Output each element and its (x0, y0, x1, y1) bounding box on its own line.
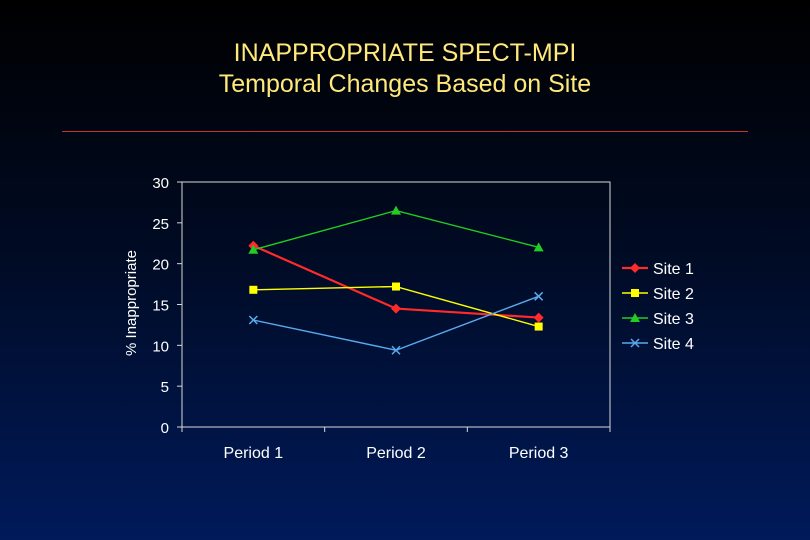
x-tick-label: Period 1 (224, 445, 284, 462)
x-marker-stroke (630, 338, 640, 348)
y-tick-label: 30 (152, 175, 169, 192)
axes: 0 5 10 15 20 25 30 Period 1 Period 2 Period 3 (152, 175, 611, 462)
chart-title: INAPPROPRIATE SPECT-MPI Temporal Changes… (0, 38, 810, 100)
data-point-site-4 (248, 315, 258, 325)
data-point-site-4 (534, 291, 544, 301)
x-marker-stroke (391, 345, 401, 355)
legend-marker-site-3 (630, 313, 640, 322)
data-point-site-2 (534, 322, 543, 331)
legend-label-site-3: Site 3 (653, 311, 694, 328)
y-tick-label: 0 (161, 420, 169, 437)
y-tick-label: 20 (152, 257, 169, 274)
legend-marker-site-4 (630, 338, 640, 348)
data-point-site-3 (533, 242, 544, 252)
data-point-site-1 (391, 303, 401, 314)
x-tick-label: Period 2 (366, 445, 426, 462)
data-point-site-3 (248, 244, 259, 254)
series-line-site-3 (253, 209, 539, 251)
legend-label-site-2: Site 2 (653, 286, 694, 303)
legend-label-site-4: Site 4 (653, 336, 694, 353)
series-group (248, 205, 544, 355)
data-point-site-3 (391, 205, 401, 215)
y-tick-label: 25 (152, 216, 169, 233)
x-marker-stroke (534, 291, 544, 301)
data-point-site-2 (249, 285, 258, 294)
title-line-2: Temporal Changes Based on Site (218, 70, 592, 98)
y-tick-label: 10 (152, 338, 169, 355)
data-point-site-1 (533, 312, 544, 323)
data-point-site-2 (392, 282, 400, 291)
legend: Site 1 Site 2 Site 3 Site 4 (622, 261, 694, 353)
title-divider (62, 131, 748, 132)
y-tick-label: 5 (161, 379, 169, 396)
data-point-site-4 (391, 345, 401, 355)
legend-marker-site-1 (630, 263, 640, 273)
x-marker-stroke (248, 315, 258, 325)
legend-marker-site-2 (631, 289, 639, 297)
title-line-1: INAPPROPRIATE SPECT-MPI (233, 39, 577, 67)
y-tick-label: 15 (152, 298, 169, 315)
x-tick-label: Period 3 (509, 445, 569, 462)
y-axis-label: % Inappropriate (123, 250, 140, 356)
legend-label-site-1: Site 1 (653, 261, 694, 278)
